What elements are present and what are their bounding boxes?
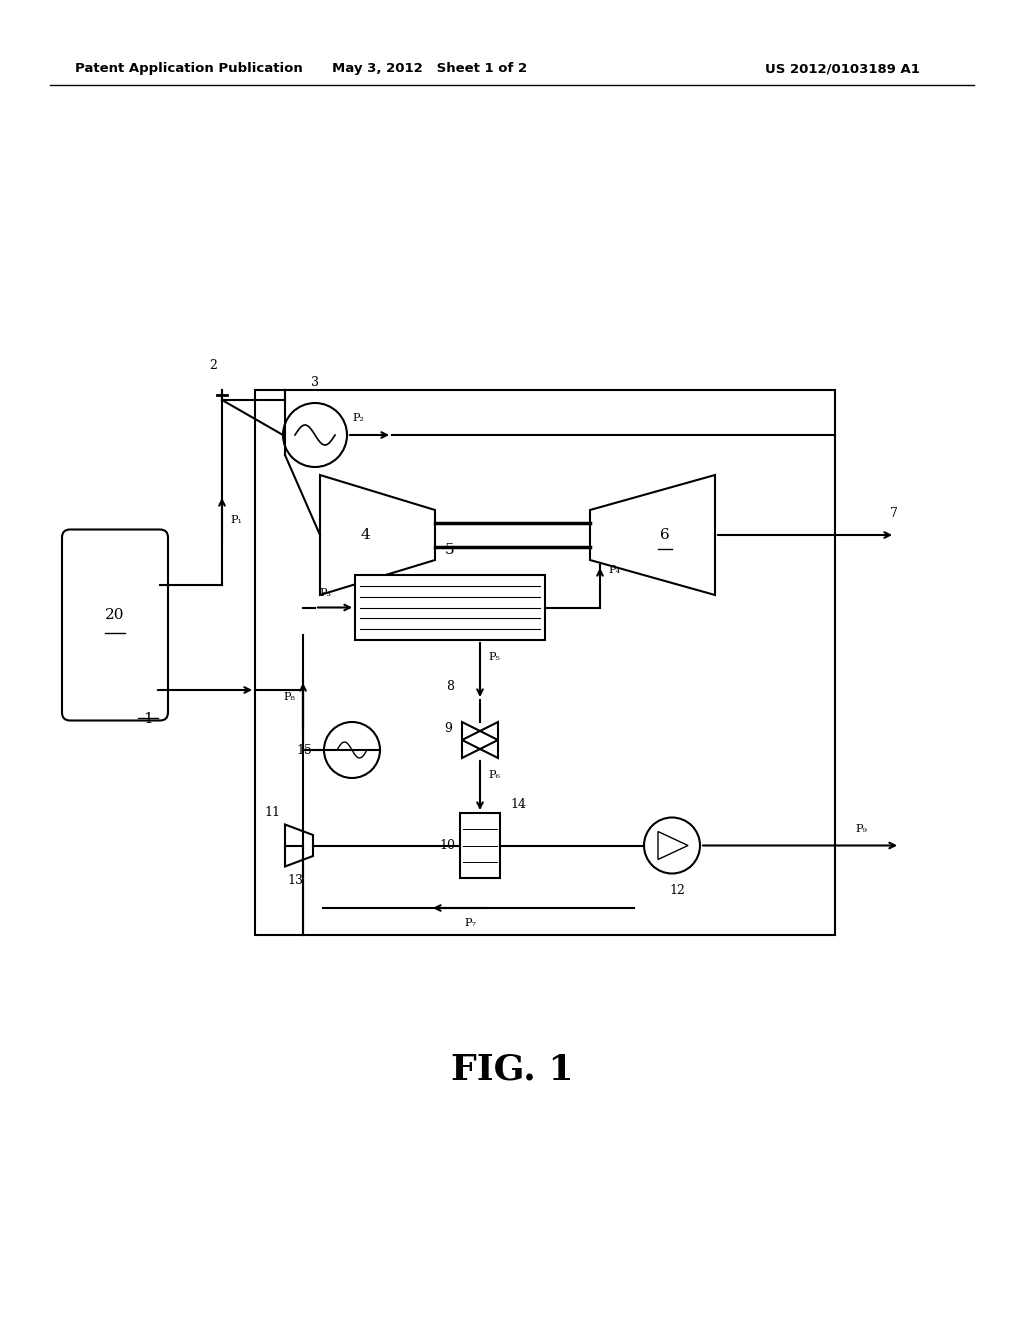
Text: 13: 13 <box>287 874 303 887</box>
Bar <box>255 389 835 935</box>
Text: 9: 9 <box>444 722 452 735</box>
Text: 20: 20 <box>105 609 125 622</box>
Text: 2: 2 <box>209 359 217 372</box>
Text: Patent Application Publication: Patent Application Publication <box>75 62 303 75</box>
Text: P₁: P₁ <box>230 515 242 525</box>
Text: FIG. 1: FIG. 1 <box>451 1053 573 1086</box>
Text: 10: 10 <box>439 840 455 851</box>
Text: P₇: P₇ <box>464 917 476 928</box>
Text: P₆: P₆ <box>488 770 500 780</box>
FancyBboxPatch shape <box>62 529 168 721</box>
Text: P₉: P₉ <box>855 824 867 833</box>
Text: P₂: P₂ <box>352 413 364 422</box>
Text: 12: 12 <box>669 883 685 896</box>
Text: P₃: P₃ <box>319 587 331 598</box>
Text: US 2012/0103189 A1: US 2012/0103189 A1 <box>765 62 920 75</box>
Text: May 3, 2012   Sheet 1 of 2: May 3, 2012 Sheet 1 of 2 <box>333 62 527 75</box>
Text: 7: 7 <box>890 507 898 520</box>
Text: P₈: P₈ <box>283 692 295 702</box>
Bar <box>355 576 545 640</box>
Text: 1: 1 <box>143 711 153 726</box>
Text: 4: 4 <box>360 528 370 543</box>
Text: 8: 8 <box>446 680 454 693</box>
Text: 15: 15 <box>296 743 312 756</box>
Bar <box>460 813 500 878</box>
Text: P₅: P₅ <box>488 652 500 663</box>
Text: 5: 5 <box>445 543 455 557</box>
Text: 6: 6 <box>660 528 670 543</box>
Text: 14: 14 <box>510 799 526 810</box>
Text: P₄: P₄ <box>608 565 620 576</box>
Text: 3: 3 <box>311 376 319 389</box>
Text: 11: 11 <box>264 807 280 820</box>
